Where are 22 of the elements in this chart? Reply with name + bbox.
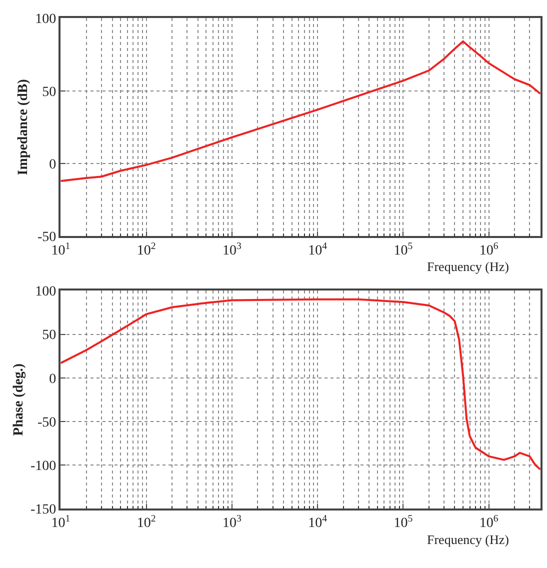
x-tick-label: 10$^{4}$ [308,513,328,532]
x-tick-label: 10$^{2}$ [136,240,156,259]
x-axis-title: Frequency (Hz) [427,259,509,274]
x-tick-label: 10$^{4}$ [308,240,328,259]
y-axis-title: Impedance (dB) [16,78,32,176]
x-axis-title: Frequency (Hz) [427,532,509,547]
x-tick-label: 10$^{2}$ [136,513,156,532]
x-tick-label: 10$^{5}$ [394,240,413,259]
y-tick-label: 100 [35,12,56,28]
y-tick-label: 0 [49,157,56,172]
y-tick-label: 0 [49,372,56,387]
y-tick-label: 50 [42,84,56,100]
x-tick-label: 10$^{6}$ [479,240,498,259]
x-tick-label: 10$^{3}$ [222,240,242,259]
x-tick-label: 10$^{3}$ [222,513,242,532]
y-tick-label: -50 [37,415,56,430]
y-tick-label: -100 [30,458,56,474]
y-tick-label: 50 [42,328,56,344]
x-tick-label: 10$^{5}$ [394,513,413,532]
x-tick-label: 10$^{6}$ [479,513,498,532]
y-axis-title: Phase (deg.) [12,363,27,436]
y-tick-label: 100 [35,284,56,300]
